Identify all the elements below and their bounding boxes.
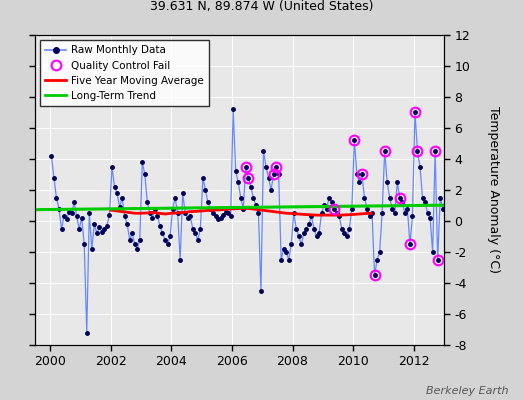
Text: Berkeley Earth: Berkeley Earth: [426, 386, 508, 396]
Text: 39.631 N, 89.874 W (United States): 39.631 N, 89.874 W (United States): [150, 0, 374, 14]
Legend: Raw Monthly Data, Quality Control Fail, Five Year Moving Average, Long-Term Tren: Raw Monthly Data, Quality Control Fail, …: [40, 40, 210, 106]
Y-axis label: Temperature Anomaly (°C): Temperature Anomaly (°C): [487, 106, 500, 274]
